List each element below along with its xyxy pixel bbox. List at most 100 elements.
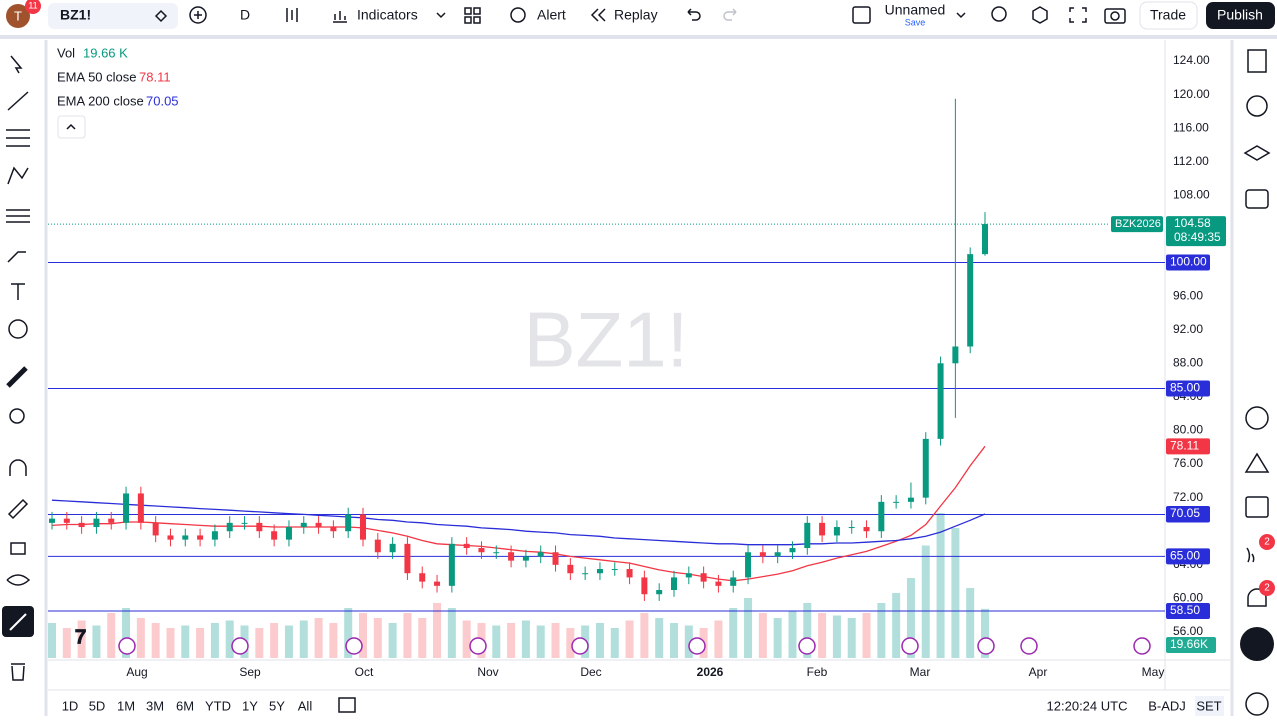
zoom-tool[interactable] (9, 408, 25, 424)
news-button[interactable] (1246, 547, 1255, 563)
event-marker[interactable] (1020, 637, 1038, 655)
range-button[interactable]: YTD (205, 698, 231, 713)
tv-logo: 𝟕 (75, 626, 86, 648)
candle-body (626, 569, 633, 578)
y-tick-label: 120.00 (1173, 87, 1210, 101)
volume-bar (77, 620, 86, 658)
visibility-tool[interactable] (6, 574, 31, 586)
watermark: BZ1! (524, 296, 689, 384)
alerts-button[interactable] (1246, 95, 1268, 117)
indicators-icon (333, 11, 347, 23)
indicators-button[interactable]: Indicators (357, 7, 418, 23)
trade-button[interactable] (1139, 1, 1198, 30)
replay-button[interactable]: Replay (614, 7, 658, 23)
volume-bar (906, 578, 915, 658)
forecast-tool[interactable] (6, 209, 30, 223)
ruler-tool[interactable] (6, 366, 28, 388)
replay-icon (590, 8, 606, 22)
volume-bar (166, 628, 175, 658)
trend-line-tool[interactable] (7, 91, 29, 111)
layout-name[interactable]: Unnamed (885, 2, 946, 18)
snapshot-button[interactable] (1104, 8, 1126, 24)
event-marker[interactable] (688, 637, 706, 655)
event-marker[interactable] (798, 637, 816, 655)
fullscreen-button[interactable] (1069, 7, 1087, 23)
fib-tool[interactable] (6, 129, 30, 147)
volume-bar (373, 618, 382, 658)
range-button[interactable]: All (298, 698, 313, 713)
settings-button[interactable] (1032, 6, 1048, 24)
target-button[interactable] (1245, 406, 1269, 430)
range-button[interactable]: 1Y (242, 698, 258, 713)
layout-checkbox[interactable] (852, 6, 871, 24)
collapse-legend[interactable] (57, 115, 86, 139)
apps-button[interactable] (1240, 627, 1274, 661)
range-button[interactable]: 1M (117, 698, 135, 713)
interval[interactable]: D (240, 7, 250, 23)
volume-bar (862, 613, 871, 658)
x-tick-label: May (1142, 665, 1165, 679)
ideas-button[interactable] (1244, 452, 1270, 473)
volume-bar (966, 588, 975, 658)
candle-body (152, 522, 159, 536)
undo-button[interactable] (687, 8, 701, 21)
event-marker[interactable] (345, 637, 363, 655)
volume-bar (196, 628, 205, 658)
compare-button[interactable] (189, 6, 207, 24)
calendar-button[interactable] (1245, 496, 1269, 518)
save-label[interactable]: Save (905, 17, 926, 27)
notifications-button[interactable] (1247, 588, 1267, 607)
text-tool[interactable] (11, 283, 25, 300)
candle-body (611, 569, 618, 571)
magnet-tool[interactable] (9, 459, 27, 476)
help-button[interactable] (1245, 692, 1269, 716)
volume-bar (921, 545, 930, 658)
event-marker[interactable] (1133, 637, 1151, 655)
candle-body (833, 527, 840, 536)
countdown: 08:49:35 (1174, 230, 1221, 244)
goto-date[interactable] (338, 697, 356, 713)
publish-button[interactable] (1206, 2, 1275, 29)
event-marker[interactable] (231, 637, 249, 655)
candle-body (478, 548, 485, 553)
session[interactable]: SET (1196, 698, 1221, 713)
chat-button[interactable] (1245, 189, 1269, 209)
event-marker[interactable] (118, 637, 136, 655)
range-button[interactable]: 3M (146, 698, 164, 713)
range-button[interactable]: 1D (62, 698, 79, 713)
emoji-tool[interactable] (8, 319, 28, 339)
event-marker[interactable] (571, 637, 589, 655)
symbol-icon[interactable] (154, 9, 168, 23)
range-button[interactable]: 5D (89, 698, 106, 713)
cursor-tool[interactable] (10, 55, 23, 74)
candle-body (982, 224, 988, 255)
event-marker[interactable] (469, 637, 487, 655)
ema-line (51, 499, 986, 546)
drawing-mode-tool[interactable] (7, 498, 29, 520)
pattern-tool[interactable] (7, 166, 29, 185)
dropdown[interactable] (956, 12, 966, 19)
brush-tool[interactable] (7, 251, 26, 263)
delete-tool[interactable] (11, 663, 25, 681)
y-tick-label: 96.00 (1173, 288, 1203, 302)
quick-search[interactable] (991, 6, 1007, 22)
event-marker[interactable] (901, 637, 919, 655)
candle-body (330, 527, 337, 532)
redo-button[interactable] (723, 8, 737, 21)
range-button[interactable]: 6M (176, 698, 194, 713)
chart-type-button[interactable] (286, 8, 298, 22)
adjustment[interactable]: B-ADJ (1148, 698, 1186, 713)
templates-button[interactable] (464, 7, 481, 24)
avatar[interactable] (6, 4, 30, 28)
symbol-search[interactable] (48, 3, 178, 29)
event-marker[interactable] (977, 637, 995, 655)
object-tree-button[interactable] (1243, 145, 1271, 161)
candle-body (226, 522, 233, 532)
lock-tool[interactable] (10, 542, 26, 555)
watchlist-button[interactable] (1247, 49, 1267, 73)
dropdown[interactable] (436, 12, 446, 19)
candle-body (182, 535, 189, 540)
candle-body (715, 581, 722, 586)
range-button[interactable]: 5Y (269, 698, 285, 713)
alert-button[interactable]: Alert (537, 7, 566, 23)
